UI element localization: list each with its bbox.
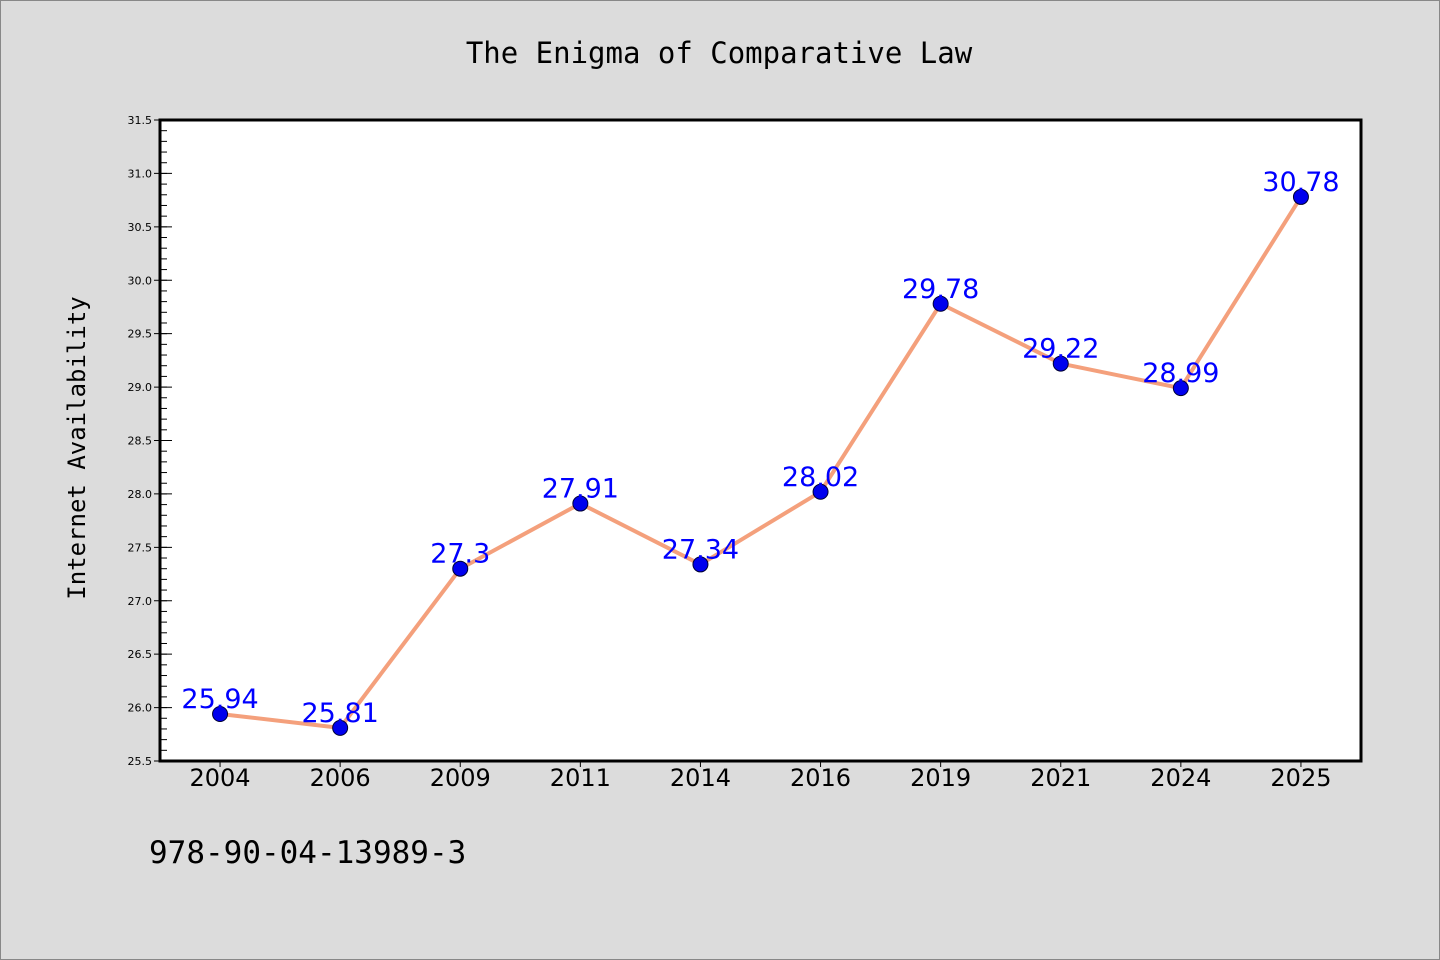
y-tick-label: 29.5 [128, 328, 153, 341]
y-tick-label: 27.0 [128, 595, 153, 608]
data-label: 27.34 [662, 534, 739, 565]
x-tick-label: 2006 [310, 764, 371, 792]
data-label: 28.99 [1142, 358, 1219, 389]
data-point-marker [932, 295, 949, 312]
data-point-marker [1052, 355, 1069, 372]
x-tick-label: 2014 [670, 764, 731, 792]
y-tick-label: 30.5 [128, 221, 153, 234]
data-point-marker [1172, 380, 1189, 397]
data-label: 25.81 [302, 698, 379, 729]
x-tick-label: 2024 [1150, 764, 1211, 792]
isbn-text: 978-90-04-13989-3 [149, 835, 466, 871]
y-tick-label: 28.5 [128, 435, 153, 448]
x-tick-label: 2019 [910, 764, 971, 792]
data-markers [212, 188, 1309, 736]
y-axis-label: Internet Availability [63, 296, 91, 599]
data-point-marker [212, 705, 229, 722]
data-point-marker [812, 483, 829, 500]
y-tick-label: 27.5 [128, 541, 153, 554]
y-tick-label: 31.5 [128, 114, 153, 127]
data-label: 29.22 [1022, 334, 1099, 365]
data-label: 30.78 [1262, 167, 1339, 198]
y-tick-label: 30.0 [128, 274, 153, 287]
data-point-marker [452, 560, 469, 577]
chart-title: The Enigma of Comparative Law [466, 36, 973, 70]
y-axis-ticks: 25.5 26.0 26.5 27.0 27.5 28.0 28.5 29.0 29.5 30.0… [128, 114, 172, 768]
series-line [218, 194, 1303, 730]
y-tick-label: 26.0 [128, 702, 153, 715]
x-tick-label: 2025 [1270, 764, 1331, 792]
data-labels: 25.94 25.81 27.3 27.91 27.34 28.02 29.78 29.22 2… [181, 167, 1339, 729]
data-point-marker [692, 556, 709, 573]
data-label: 25.94 [181, 684, 258, 715]
y-tick-label: 25.5 [128, 755, 153, 768]
data-label: 27.91 [542, 474, 619, 505]
y-tick-label: 26.5 [128, 648, 153, 661]
x-tick-label: 2016 [790, 764, 851, 792]
plot-area [158, 118, 1363, 763]
x-axis-ticks: 2004 2006 2009 2011 2014 2016 2019 2021 2024 2025 [190, 761, 1331, 792]
data-point-marker [332, 719, 349, 736]
x-tick-label: 2009 [430, 764, 491, 792]
data-point-marker [572, 495, 589, 512]
x-tick-label: 2004 [190, 764, 251, 792]
x-tick-label: 2021 [1030, 764, 1091, 792]
y-tick-label: 29.0 [128, 381, 153, 394]
data-point-marker [1292, 188, 1309, 205]
x-tick-label: 2011 [550, 764, 611, 792]
data-label: 28.02 [782, 462, 859, 493]
data-label: 27.3 [430, 539, 490, 570]
y-tick-label: 28.0 [128, 488, 153, 501]
data-label: 29.78 [902, 274, 979, 305]
y-tick-label: 31.0 [128, 167, 153, 180]
